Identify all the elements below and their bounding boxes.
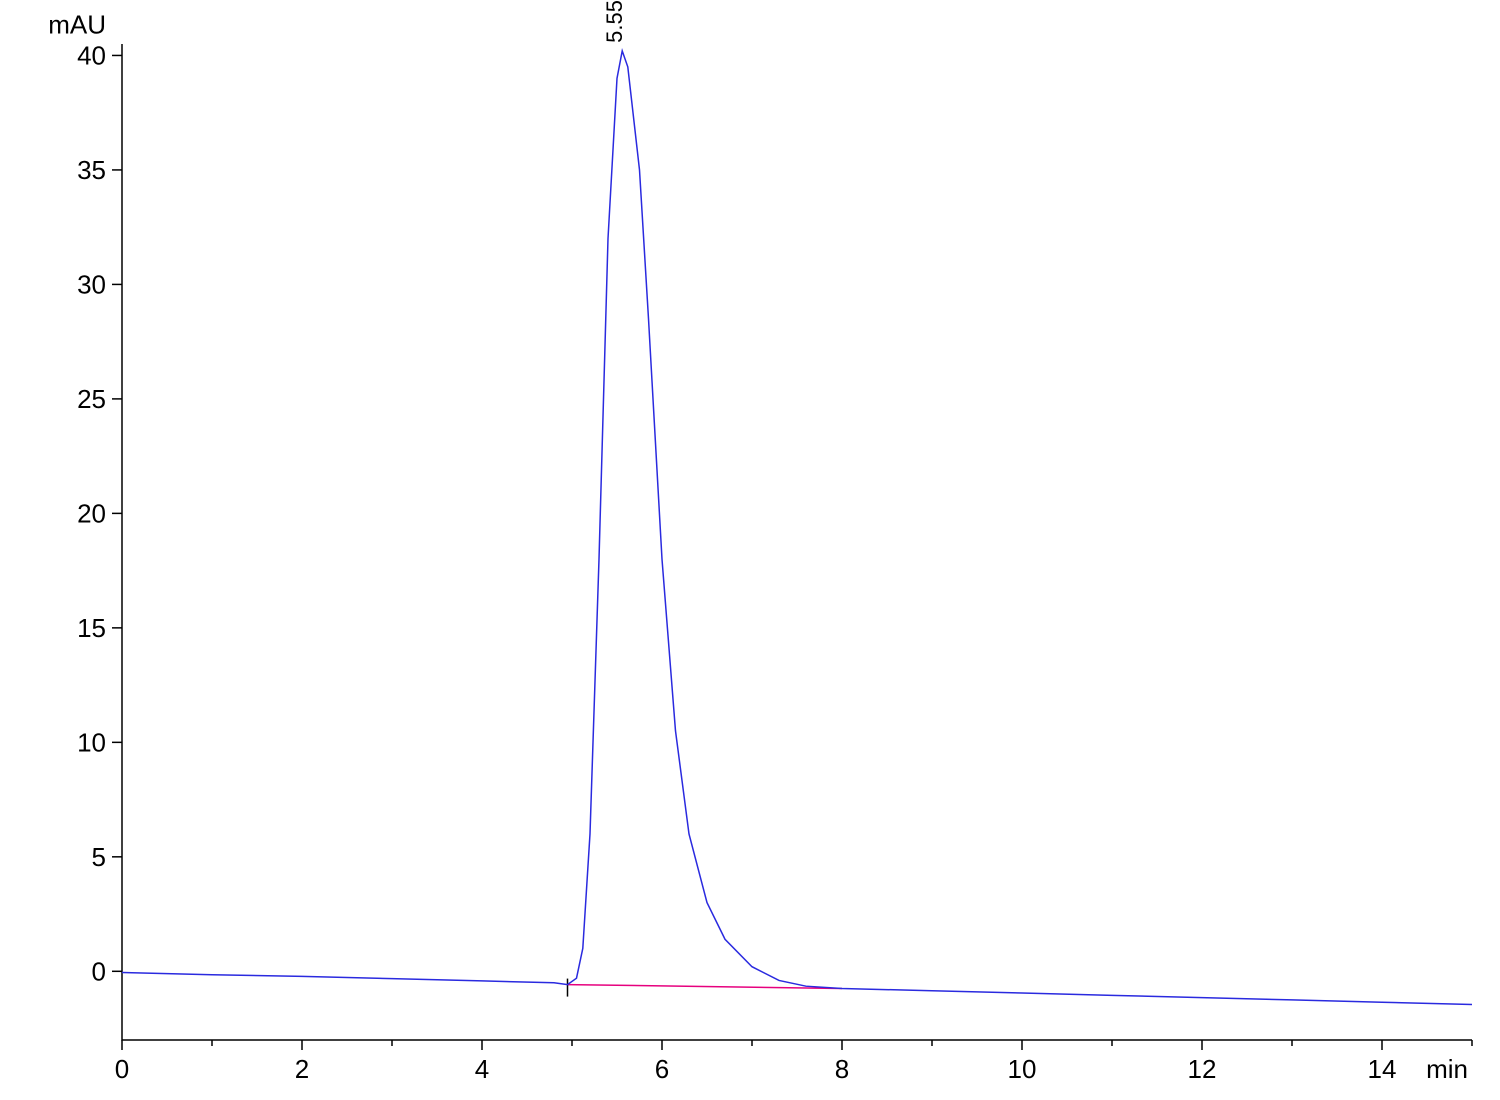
y-tick-label: 15: [77, 613, 106, 643]
chart-svg: 0 2 4 6 8 10 12 14 min 0 5 10 15 20 25 30 35 40mAU 5.558: [0, 0, 1500, 1100]
x-tick-label: 10: [1008, 1054, 1037, 1084]
x-tick-label: 0: [115, 1054, 129, 1084]
chromatogram-chart: 0 2 4 6 8 10 12 14 min 0 5 10 15 20 25 30 35 40mAU 5.558: [0, 0, 1500, 1100]
x-unit-label: min: [1426, 1054, 1468, 1084]
y-tick-label: 30: [77, 270, 106, 300]
y-tick-label: 0: [92, 956, 106, 986]
y-tick-label: 25: [77, 384, 106, 414]
x-tick-label: 6: [655, 1054, 669, 1084]
x-tick-label: 8: [835, 1054, 849, 1084]
x-tick-label: 4: [475, 1054, 489, 1084]
y-tick-label: 10: [77, 727, 106, 757]
y-tick-label: 35: [77, 155, 106, 185]
x-tick-label: 12: [1188, 1054, 1217, 1084]
y-tick-label: 40: [77, 41, 106, 71]
y-tick-label: 5: [92, 842, 106, 872]
peak-label: 5.558: [602, 0, 627, 43]
x-tick-label: 2: [295, 1054, 309, 1084]
y-unit-label: mAU: [48, 9, 106, 39]
y-tick-label: 20: [77, 498, 106, 528]
x-tick-label: 14: [1368, 1054, 1397, 1084]
